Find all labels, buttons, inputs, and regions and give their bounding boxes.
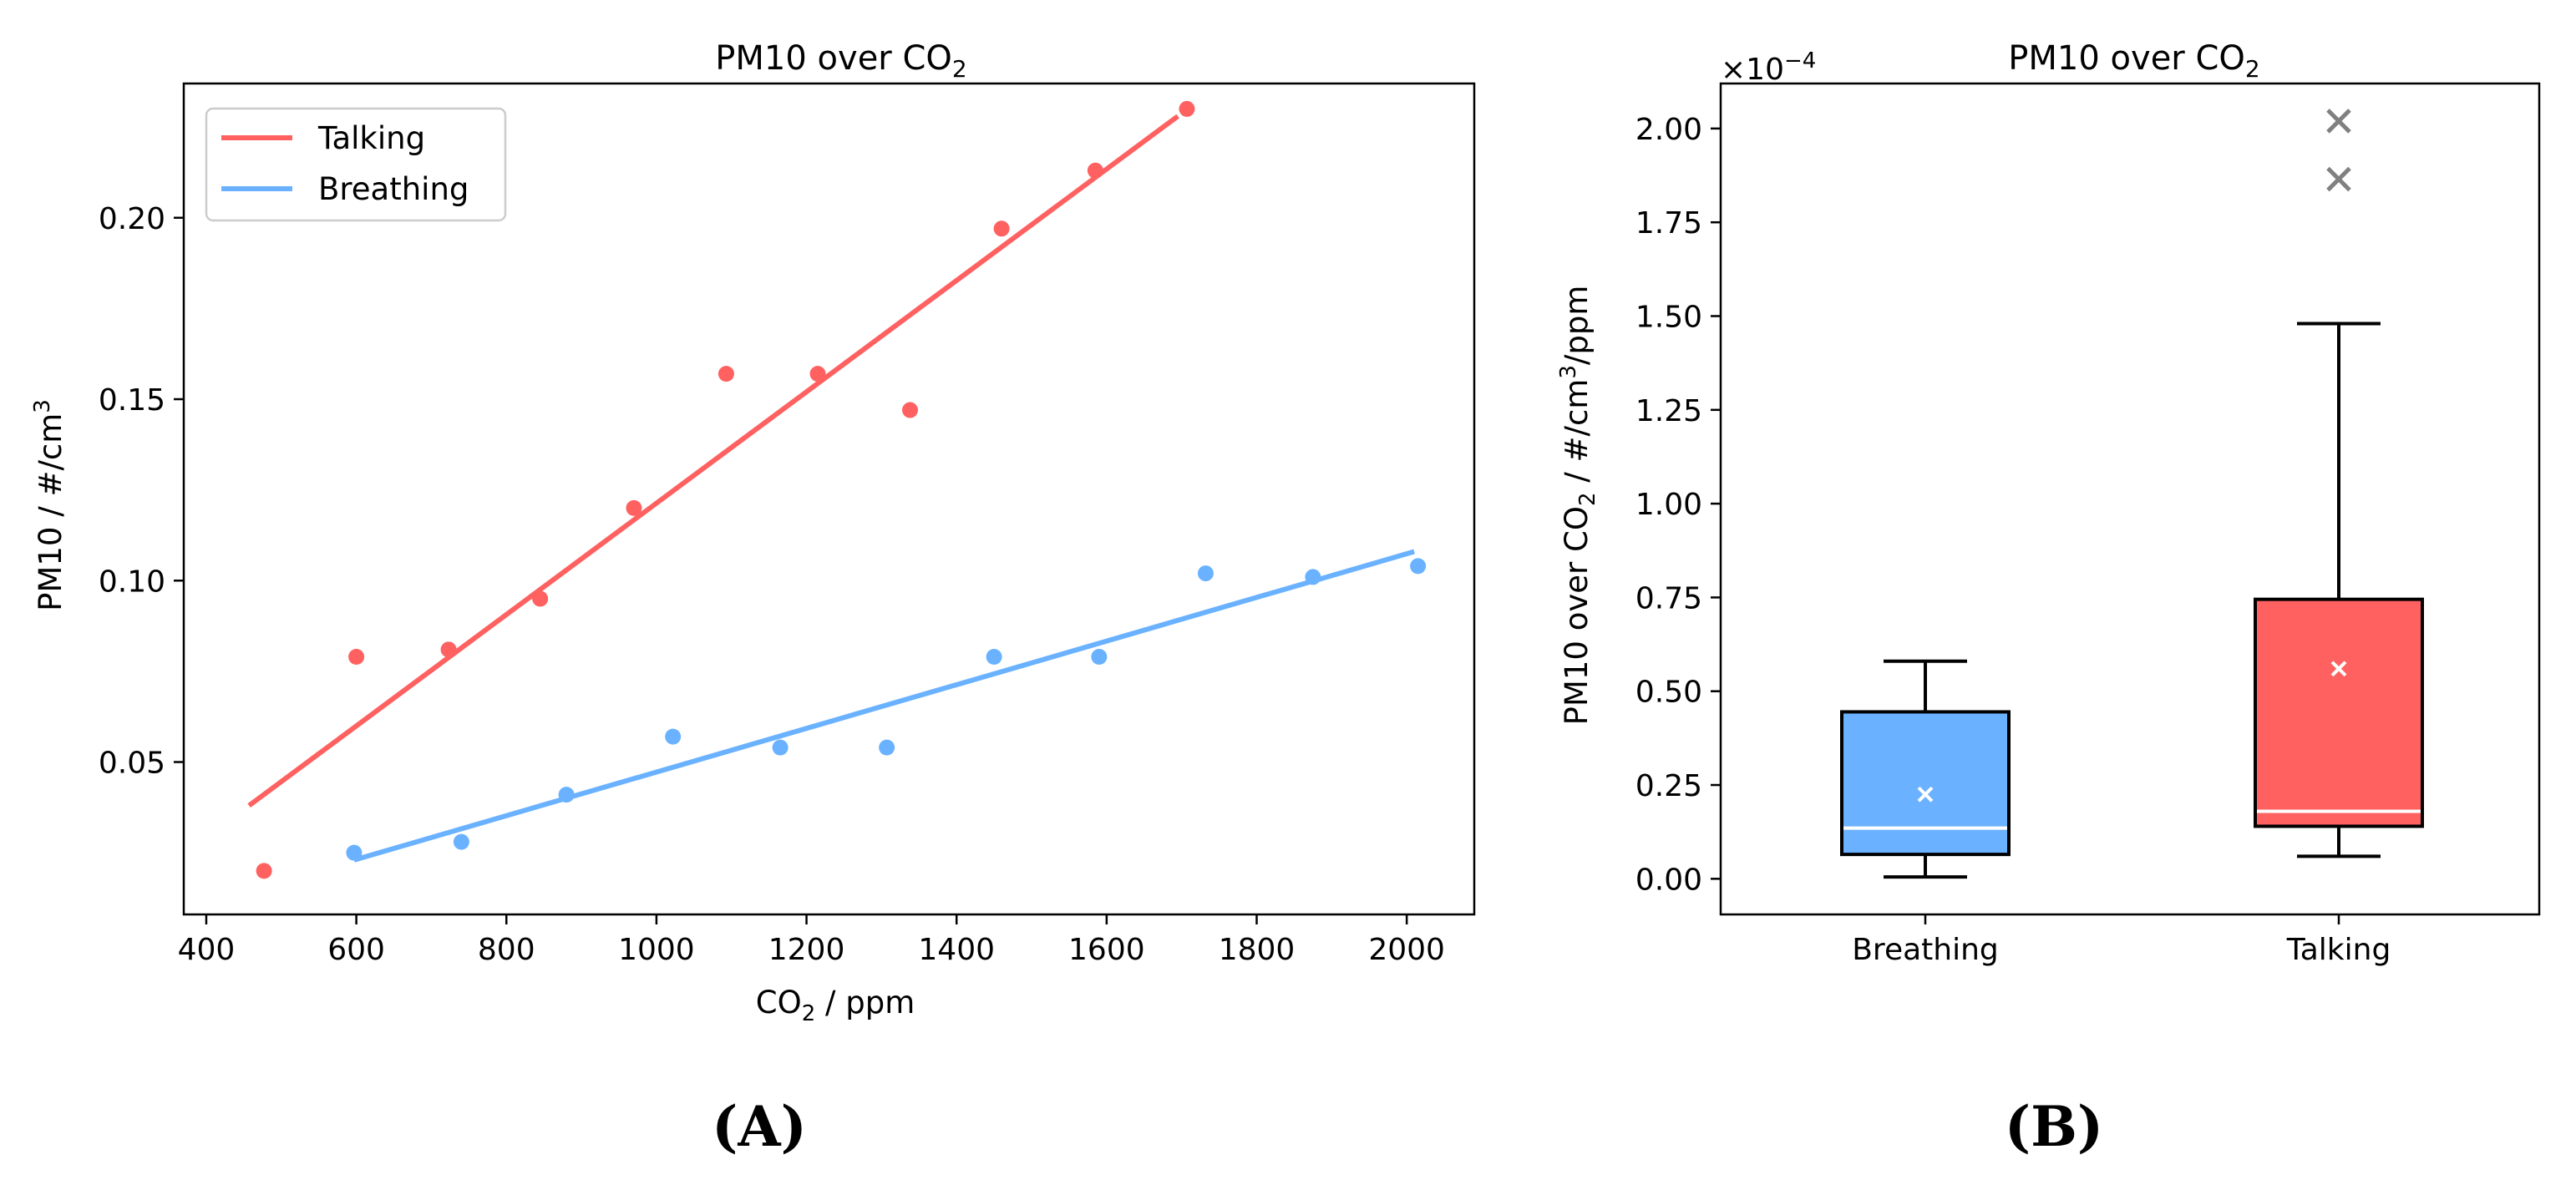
x-tick-label-b: Breathing (1852, 933, 1999, 967)
box-talking (2254, 597, 2424, 828)
y-tick-label-b: 0.00 (1635, 863, 1702, 897)
y-axis-label-b: PM10 over CO2 / #/cm3/ppm (1556, 286, 1600, 726)
legend: Talking Breathing (205, 107, 507, 222)
y-tick-label-a: 0.10 (99, 565, 165, 599)
y-tick-label-a: 0.15 (99, 383, 165, 418)
y-tick-label-b: 2.00 (1635, 113, 1702, 147)
x-tick-label-a: 800 (478, 933, 535, 967)
plot-area-a: 400 600 800 1000 1200 1400 1600 1800 2000 0.05 0.1… (99, 82, 1476, 967)
data-point-talking (348, 649, 365, 666)
panel-label-b: (B) (2005, 1094, 2103, 1159)
x-tick-label-a: 1600 (1068, 933, 1145, 967)
data-point-talking (718, 366, 734, 382)
data-point-talking (1087, 162, 1103, 179)
data-point-breathing (558, 787, 575, 803)
scatter-panel: PM10 over CO2 400 600 800 1000 1200 1400 1600 1… (30, 39, 1476, 1159)
data-point-breathing (665, 728, 682, 745)
chart-title-a: PM10 over CO2 (715, 39, 966, 83)
y-tick-label-a: 0.20 (99, 202, 165, 236)
data-point-breathing (1410, 558, 1427, 575)
x-tick-label-a: 400 (178, 933, 236, 967)
x-tick-label-a: 2000 (1368, 933, 1445, 967)
mean-marker-breathing (1917, 786, 1934, 803)
data-point-breathing (1197, 565, 1214, 582)
x-tick-label-b: Talking (2286, 933, 2391, 967)
data-point-talking (902, 402, 919, 418)
x-axis-label-a: CO2 / ppm (756, 985, 915, 1026)
x-tick-label-a: 1000 (618, 933, 695, 967)
fit-line-breathing (353, 549, 1415, 863)
data-point-talking (1179, 100, 1195, 117)
data-point-breathing (772, 739, 789, 756)
y-tick-label-b: 1.00 (1635, 488, 1702, 522)
data-point-breathing (986, 649, 1002, 666)
plot-area-b: 0.00 0.25 0.50 0.75 1.00 1.25 1.50 1.75 2.00 Brea… (1635, 82, 2541, 967)
y-tick-label-b: 0.50 (1635, 676, 1702, 710)
outlier-marker-talking (2326, 166, 2351, 192)
y-tick-label-b: 1.50 (1635, 301, 1702, 335)
data-point-breathing (879, 739, 895, 756)
data-point-talking (532, 590, 549, 607)
y-tick-label-b: 1.75 (1635, 206, 1702, 241)
outlier-marker-talking (2326, 109, 2351, 134)
data-point-talking (993, 220, 1010, 237)
y-axis-label-a: PM10 / #/cm3 (30, 399, 68, 611)
data-point-breathing (346, 844, 363, 861)
data-point-talking (809, 366, 826, 382)
mean-marker-talking (2330, 661, 2347, 677)
data-point-breathing (1305, 569, 1321, 585)
chart-title-b: PM10 over CO2 (2008, 39, 2259, 83)
x-tick-label-a: 1400 (918, 933, 995, 967)
data-point-breathing (1091, 649, 1108, 666)
legend-label-breathing: Breathing (318, 171, 469, 207)
data-point-breathing (453, 833, 469, 850)
fit-line-talking (247, 114, 1179, 808)
y-tick-label-a: 0.05 (99, 747, 165, 781)
data-point-talking (256, 863, 272, 879)
x-tick-label-a: 600 (327, 933, 385, 967)
axes-frame-a (182, 82, 1476, 916)
axes-frame-b (1719, 82, 2541, 916)
x-tick-label-a: 1800 (1219, 933, 1296, 967)
data-point-talking (440, 641, 457, 658)
box-panel: PM10 over CO2 ×10−4 0.00 0.25 0.50 0.75 1.00… (1556, 39, 2541, 1159)
y-tick-label-b: 0.75 (1635, 581, 1702, 615)
panel-label-a: (A) (712, 1094, 807, 1159)
x-tick-label-a: 1200 (768, 933, 845, 967)
y-tick-label-b: 0.25 (1635, 769, 1702, 803)
offset-label-b: ×10−4 (1721, 48, 1816, 87)
box-breathing (1840, 710, 2011, 857)
y-tick-label-b: 1.25 (1635, 394, 1702, 428)
legend-label-talking: Talking (317, 120, 425, 156)
data-point-talking (626, 499, 642, 516)
